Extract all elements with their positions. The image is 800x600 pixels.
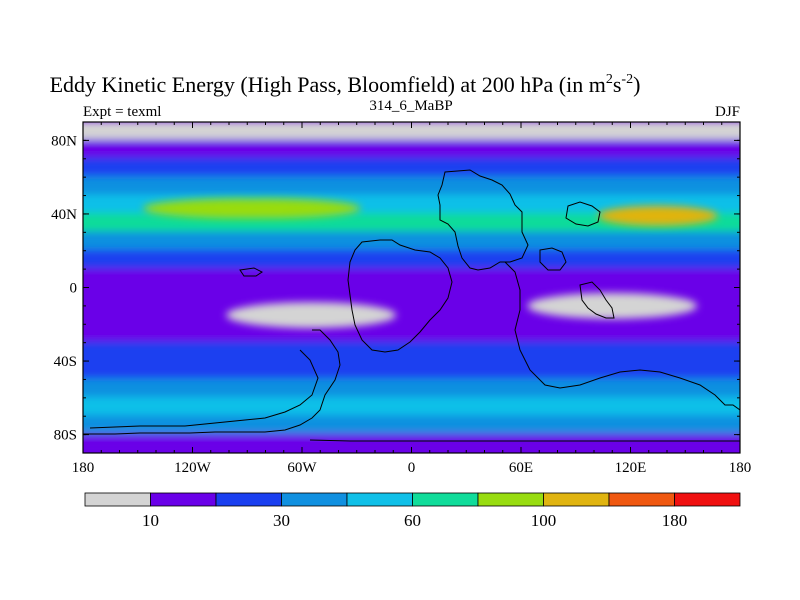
colorbar-swatch — [674, 492, 741, 507]
coastline-island-1 — [579, 281, 615, 319]
chart-title-sup1: 2 — [606, 72, 613, 87]
coastline-island-3 — [239, 267, 263, 277]
colorbar-swatch — [477, 492, 544, 507]
y-tick-label: 40S — [54, 354, 77, 370]
field-band — [83, 122, 740, 142]
field-band — [83, 396, 740, 418]
field-feature-north-atlantic-jet — [597, 205, 718, 226]
x-tick-label: 120E — [615, 460, 647, 476]
field-band — [83, 433, 740, 453]
field-feature-tropical-minimum-east — [527, 292, 698, 319]
coastline-southern-fjord — [89, 349, 319, 429]
field-feature-north-pacific-core — [170, 198, 361, 219]
chart-title-end: ) — [633, 72, 640, 97]
field-features — [143, 198, 718, 329]
coastline-south-america — [347, 239, 453, 353]
colorbar-swatch — [346, 492, 413, 507]
coastlines — [83, 169, 740, 442]
field-band — [83, 231, 740, 252]
y-tick-label: 80N — [51, 133, 77, 149]
field-band — [83, 139, 740, 160]
field-band — [83, 268, 740, 289]
coastline-americas — [437, 169, 529, 271]
field-layer — [83, 122, 740, 453]
field-feature-tropical-minimum-west — [226, 302, 397, 329]
chart-title-mid: s — [613, 72, 622, 97]
x-tick-label: 180 — [729, 460, 752, 476]
field-band — [83, 249, 740, 271]
chart-title: Eddy Kinetic Energy (High Pass, Bloomfie… — [50, 72, 641, 97]
colorbar-label: 180 — [662, 511, 688, 530]
colorbar: 10 30 60 100 180 — [84, 492, 741, 530]
colorbar-swatch — [412, 492, 479, 507]
coastline-south-band — [309, 439, 740, 442]
colorbar-swatch — [608, 492, 675, 507]
field-band — [83, 378, 740, 399]
y-tick-label: 40N — [51, 207, 77, 223]
field-band — [83, 157, 740, 179]
chart-title-sup2: -2 — [621, 72, 633, 87]
colorbar-swatch — [281, 492, 348, 507]
field-band — [83, 341, 740, 363]
colorbar-label: 60 — [404, 511, 421, 530]
colorbar-swatch — [84, 492, 151, 507]
field-band — [83, 323, 740, 344]
x-tick-label: 120W — [174, 460, 212, 476]
field-band — [83, 415, 740, 436]
coastline-island-2 — [539, 247, 567, 271]
colorbar-swatch — [543, 492, 610, 507]
colorbar-label: 100 — [531, 511, 557, 530]
coastline-east — [504, 261, 740, 411]
coastline-antarctic-peninsula — [83, 329, 341, 435]
colorbar-swatch — [150, 492, 217, 507]
colorbar-label: 30 — [273, 511, 290, 530]
chart-subtitle: 314_6_MaBP — [369, 98, 452, 114]
x-tick-label: 0 — [408, 460, 416, 476]
colorbar-swatch — [215, 492, 282, 507]
x-tick-label: 60E — [509, 460, 533, 476]
chart-title-main: Eddy Kinetic Energy (High Pass, Bloomfie… — [50, 72, 606, 97]
right-label: DJF — [715, 104, 740, 120]
x-tick-label: 180 — [72, 460, 95, 476]
x-tick-label: 60W — [287, 460, 317, 476]
y-tick-label: 80S — [54, 428, 77, 444]
axes: 180 120W 60W 0 60E 120E 180 80N 40N 0 40S 80S — [51, 121, 752, 476]
field-band — [83, 360, 740, 381]
latitude-bands — [83, 122, 740, 453]
field-band — [83, 176, 740, 197]
colorbar-label: 10 — [142, 511, 159, 530]
y-tick-label: 0 — [70, 281, 78, 297]
coastline-asia-inset — [565, 201, 601, 227]
left-label: Expt = texml — [83, 104, 161, 120]
